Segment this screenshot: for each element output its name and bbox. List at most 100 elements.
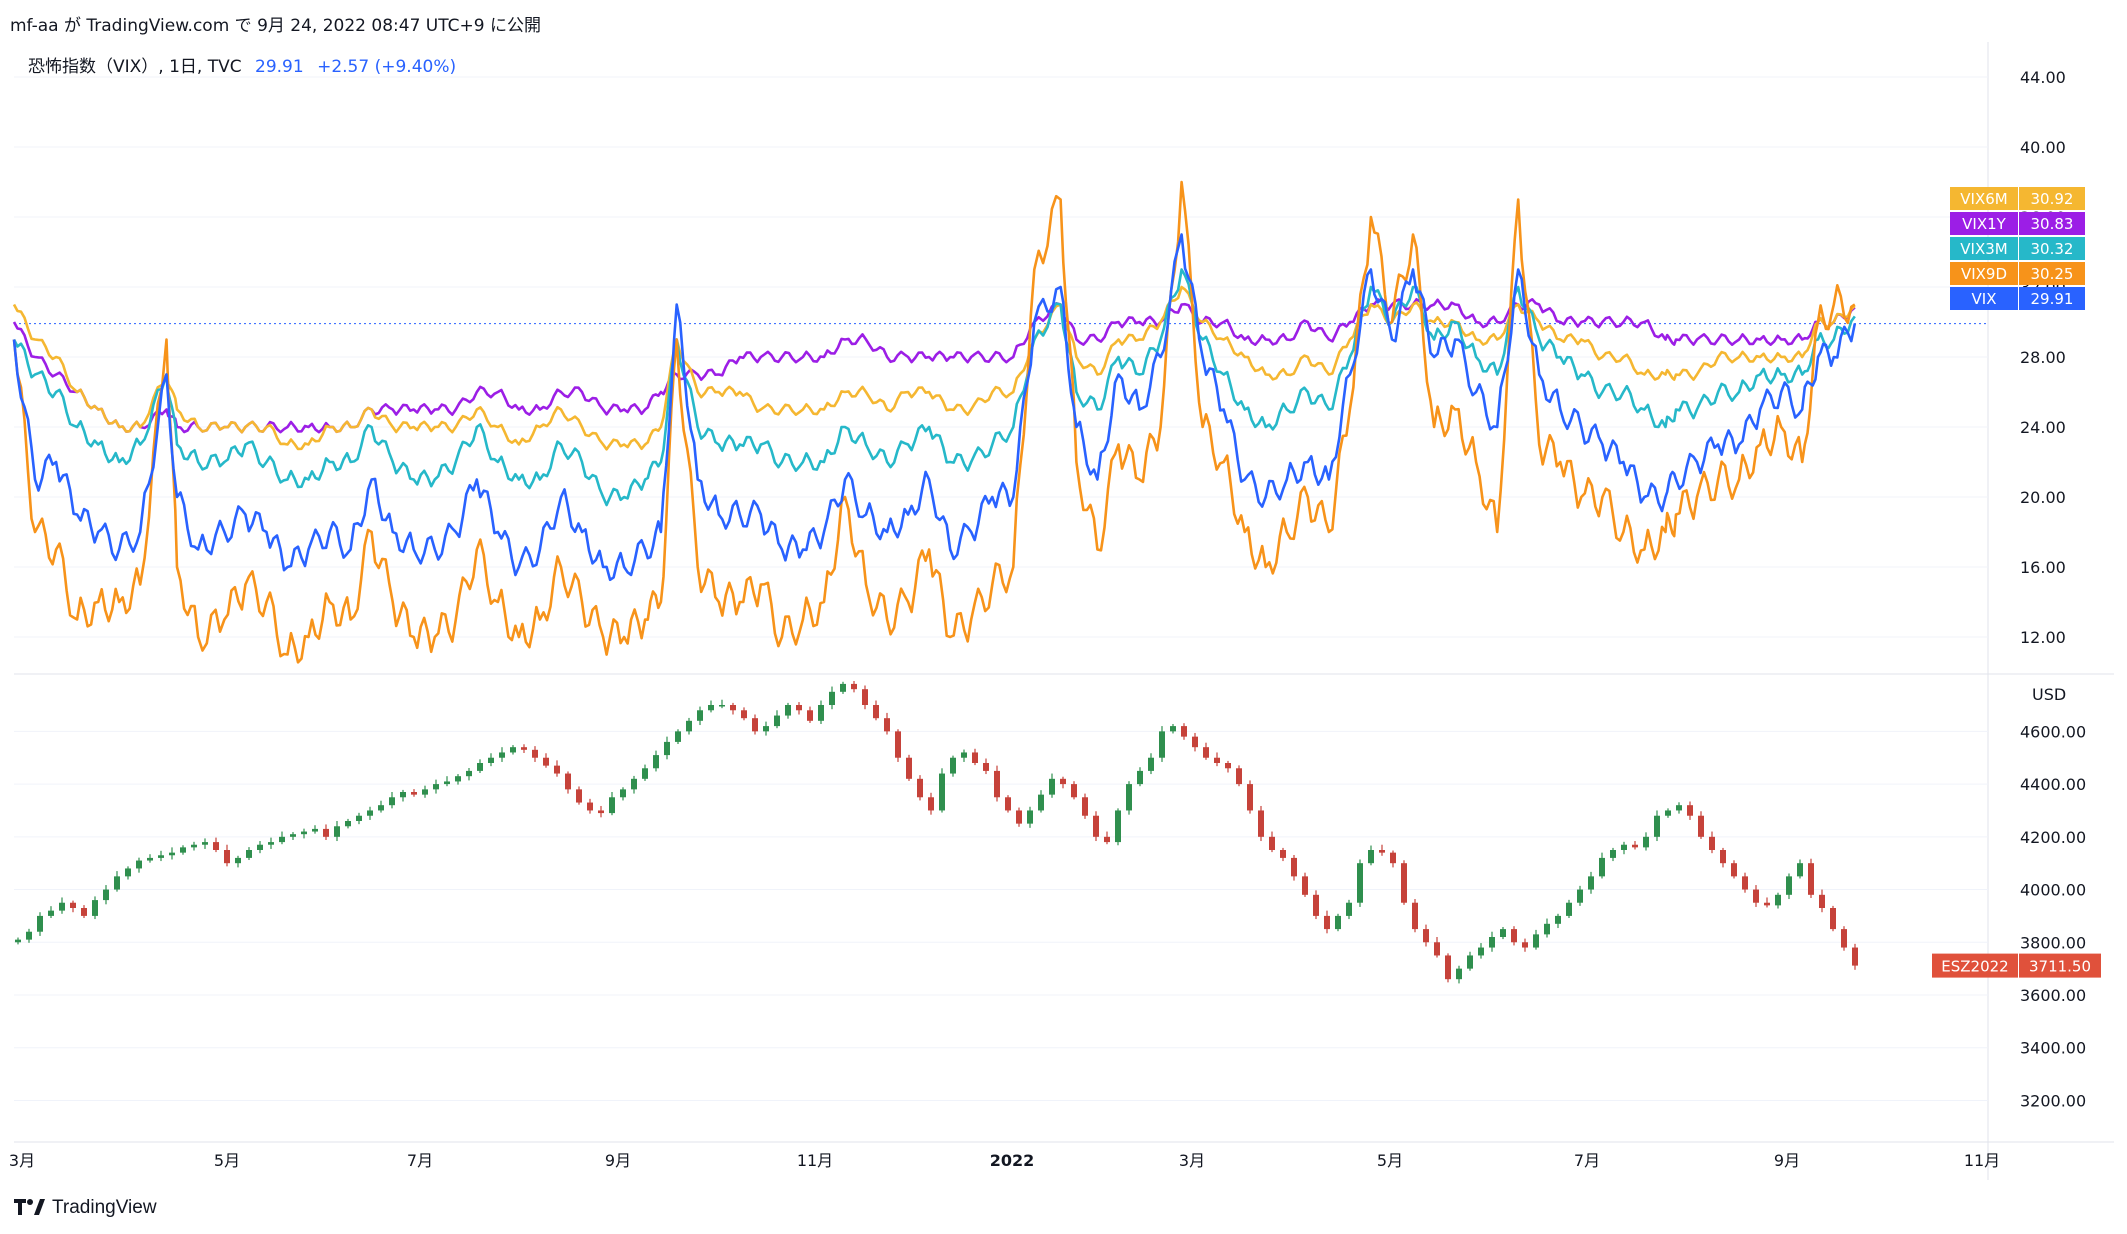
candle xyxy=(1302,872,1308,897)
candle xyxy=(543,753,549,768)
tradingview-logo-icon[interactable] xyxy=(14,1196,46,1218)
candle-body xyxy=(983,763,989,771)
candle-body xyxy=(642,768,648,779)
candle xyxy=(1566,899,1572,919)
candle xyxy=(1390,850,1396,868)
badge-name-bg xyxy=(1950,187,2018,210)
series-line-vix3m xyxy=(12,268,1856,507)
candle xyxy=(1126,781,1132,815)
legend-last-value: 29.91 xyxy=(255,57,304,77)
vix-y-tick-label: 44.00 xyxy=(2020,68,2066,87)
candle xyxy=(1819,889,1825,913)
candle xyxy=(345,818,351,829)
candle-body xyxy=(785,705,791,716)
candle-body xyxy=(59,902,65,911)
candle xyxy=(884,712,890,735)
candle xyxy=(103,885,109,905)
candle-body xyxy=(829,691,835,705)
candle xyxy=(488,753,494,767)
candle-body xyxy=(1555,915,1561,924)
candle-body xyxy=(1852,947,1858,966)
candle-body xyxy=(697,710,703,721)
candle-body xyxy=(851,683,857,690)
candle-body xyxy=(807,710,813,721)
candle xyxy=(1225,760,1231,773)
candle-body xyxy=(1841,929,1847,948)
candle xyxy=(59,897,65,914)
candle-body xyxy=(1181,726,1187,737)
candle xyxy=(653,750,659,772)
candle-body xyxy=(279,836,285,843)
x-tick-label: 7月 xyxy=(407,1151,433,1170)
candle xyxy=(1324,910,1330,934)
candle-body xyxy=(796,705,802,711)
candle-body xyxy=(378,805,384,811)
candle-body xyxy=(1027,810,1033,824)
series-line-vix9d xyxy=(12,180,1856,664)
candle-body xyxy=(103,889,109,901)
es-unit-label: USD xyxy=(2032,685,2066,704)
candle xyxy=(1742,872,1748,893)
candle-body xyxy=(1236,768,1242,785)
candle xyxy=(114,871,120,892)
candle-body xyxy=(1379,850,1385,853)
candle-body xyxy=(1104,836,1110,843)
badge-value-bg xyxy=(2019,237,2085,260)
candle xyxy=(1852,943,1858,970)
candle xyxy=(730,702,736,715)
candle-body xyxy=(1599,857,1605,877)
footer: TradingView xyxy=(14,1188,414,1228)
candle-body xyxy=(631,778,637,790)
candle-body xyxy=(1698,815,1704,837)
candle-body xyxy=(1071,784,1077,798)
candle xyxy=(158,850,164,862)
candle xyxy=(609,792,615,816)
candle xyxy=(950,755,956,777)
candle xyxy=(499,747,505,762)
candle xyxy=(37,912,43,936)
candle xyxy=(400,789,406,802)
candle-body xyxy=(367,810,373,816)
candle xyxy=(708,700,714,713)
candle-body xyxy=(499,752,505,758)
candle xyxy=(290,832,296,840)
candle xyxy=(862,685,868,710)
footer-brand[interactable]: TradingView xyxy=(52,1197,157,1218)
candle-body xyxy=(1170,726,1176,732)
candle-body xyxy=(950,757,956,774)
candle-body xyxy=(1049,778,1055,795)
x-tick-label: 5月 xyxy=(1377,1151,1403,1170)
candle-body xyxy=(1225,763,1231,769)
candle-body xyxy=(708,705,714,711)
candle xyxy=(1555,913,1561,929)
candle-body xyxy=(202,842,208,845)
candle-body xyxy=(774,715,780,727)
candle xyxy=(1522,938,1528,952)
legend-symbol: 恐怖指数（VIX）, 1日, TVC xyxy=(28,57,242,77)
candle-body xyxy=(1412,902,1418,930)
candle-body xyxy=(1808,863,1814,895)
candle-body xyxy=(565,773,571,790)
candle xyxy=(1170,723,1176,734)
candle xyxy=(631,775,637,794)
candle xyxy=(939,768,945,813)
candle xyxy=(1159,726,1165,762)
candle xyxy=(1599,852,1605,879)
candle xyxy=(268,837,274,849)
candle xyxy=(1236,765,1242,787)
badge-vix9d: VIX9D 30.25 xyxy=(1950,262,2085,285)
candle xyxy=(697,706,703,726)
candle-body xyxy=(510,747,516,753)
es-badge-name-bg xyxy=(1932,953,2018,978)
candle-body xyxy=(1775,894,1781,906)
candle xyxy=(961,749,967,762)
publish-header: mf-aa が TradingView.com で 9月 24, 2022 08… xyxy=(0,0,2127,42)
candle xyxy=(1500,926,1506,940)
candle xyxy=(1346,899,1352,920)
candle-body xyxy=(114,876,120,890)
candle-body xyxy=(1500,929,1506,937)
candle-body xyxy=(180,847,186,853)
candle xyxy=(675,729,681,745)
candle xyxy=(1181,723,1187,740)
